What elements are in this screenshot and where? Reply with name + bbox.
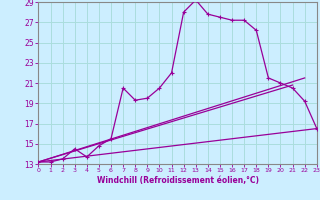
X-axis label: Windchill (Refroidissement éolien,°C): Windchill (Refroidissement éolien,°C): [97, 176, 259, 185]
